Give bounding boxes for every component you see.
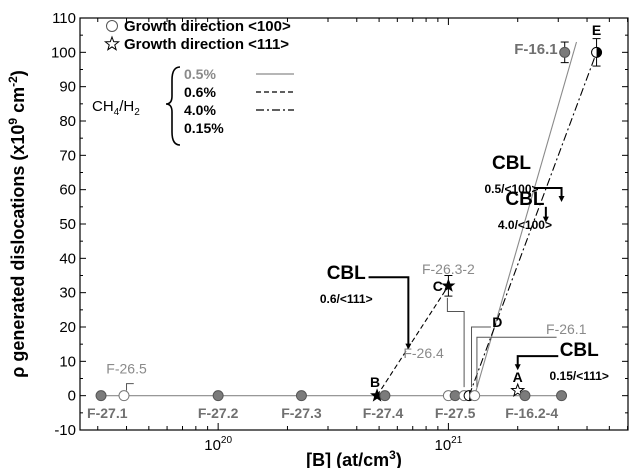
y-tick-label: 90 bbox=[59, 79, 76, 96]
y-tick-label: 10 bbox=[59, 353, 76, 370]
y-tick-label: 60 bbox=[59, 182, 76, 199]
point-label: F-27.2 bbox=[198, 405, 239, 421]
series-line-dashdot bbox=[468, 52, 598, 396]
cbl-label: CBL bbox=[560, 340, 599, 361]
cbl-sublabel: 4.0/<100> bbox=[498, 218, 552, 232]
y-tick-label: 100 bbox=[51, 44, 76, 61]
y-axis-title: ρ generated dislocations (x109 cm-2) bbox=[6, 70, 28, 378]
cbl-arrow-head bbox=[558, 195, 565, 202]
point-label: F-26.3-2 bbox=[422, 261, 475, 277]
point-label: F-26.5 bbox=[106, 360, 147, 376]
x-tick-label: 1020 bbox=[204, 435, 232, 454]
legend-concentration-label: 0.6% bbox=[184, 84, 216, 100]
data-point-F-26.1 bbox=[469, 390, 481, 402]
series-line-dashed bbox=[376, 285, 449, 396]
legend-gas-label: CH4/H2 bbox=[92, 98, 140, 118]
cbl-arrow-head bbox=[514, 364, 521, 371]
legend-concentration-label: 4.0% bbox=[184, 102, 216, 118]
point-label: F-16.1 bbox=[514, 41, 557, 58]
point-label: C bbox=[433, 278, 443, 294]
legend: Growth direction <100>Growth direction <… bbox=[92, 18, 294, 146]
data-point-C bbox=[441, 278, 456, 292]
callout-line bbox=[126, 383, 134, 391]
y-tick-label: 110 bbox=[52, 10, 76, 27]
data-point-F-16.1 bbox=[559, 46, 571, 58]
point-label: A bbox=[513, 369, 523, 385]
point-label: F-27.5 bbox=[435, 405, 476, 421]
series-line-solid bbox=[474, 41, 578, 396]
cbl-label: CBL bbox=[327, 263, 366, 284]
y-tick-label: 50 bbox=[59, 216, 76, 233]
cbl-bracket bbox=[533, 186, 563, 200]
data-point-A bbox=[510, 382, 526, 397]
cbl-arrow-head bbox=[405, 343, 412, 350]
point-labels: F-26.5 F-27.1 F-27.2 F-27.3 F-27.4 F-27.5 F-16… bbox=[87, 22, 601, 421]
y-tick-label: 0 bbox=[68, 388, 76, 405]
data-point-F-26.5 bbox=[118, 390, 130, 402]
data-point-F-27.1 bbox=[95, 390, 107, 402]
legend-concentration-label: 0.15% bbox=[184, 120, 224, 136]
cbl-bracket bbox=[368, 276, 410, 348]
cbl-sublabel: 0.15/<111> bbox=[550, 369, 609, 383]
legend-entry-label: Growth direction <100> bbox=[124, 18, 291, 35]
point-label: F-27.4 bbox=[363, 405, 404, 421]
callout-line bbox=[476, 336, 557, 388]
point-label: E bbox=[592, 22, 601, 38]
cbl-sublabel: 0.5/<100> bbox=[484, 182, 538, 196]
data-point-half bbox=[596, 47, 602, 58]
point-label: F-27.3 bbox=[281, 405, 322, 421]
cbl-label: CBL bbox=[505, 189, 544, 210]
point-label: B bbox=[370, 374, 380, 390]
data-point-F-27.2 bbox=[212, 390, 224, 402]
data-point-F-27.3 bbox=[295, 390, 307, 402]
legend-concentration-label: 0.5% bbox=[184, 66, 216, 82]
cbl-label: CBL bbox=[492, 153, 531, 174]
point-label: F-27.1 bbox=[87, 405, 128, 421]
data-point-F-27.4 bbox=[379, 390, 391, 402]
callout-line bbox=[446, 297, 465, 388]
y-tick-label: 20 bbox=[59, 319, 76, 336]
x-axis-title: [B] (at/cm3) bbox=[306, 448, 402, 468]
legend-entry-label: Growth direction <111> bbox=[124, 36, 289, 53]
callout-line bbox=[471, 326, 491, 388]
point-label: F-16.2-4 bbox=[505, 405, 558, 421]
data-point-F-16.2-4b bbox=[556, 390, 568, 402]
point-label: F-26.4 bbox=[403, 345, 444, 361]
x-tick-label: 1021 bbox=[434, 435, 462, 454]
y-tick-label: 40 bbox=[59, 250, 76, 267]
cbl-sublabel: 0.6/<111> bbox=[320, 292, 373, 306]
data-point-F-16.2-4 bbox=[519, 390, 531, 402]
y-tick-label: -10 bbox=[54, 422, 76, 439]
legend-circle-icon bbox=[106, 20, 118, 32]
y-tick-label: 30 bbox=[59, 285, 76, 302]
point-label: F-26.1 bbox=[546, 321, 587, 337]
cbl-bracket bbox=[516, 355, 559, 369]
legend-brace bbox=[165, 66, 181, 146]
y-tick-label: 70 bbox=[59, 147, 76, 164]
cbl-arrow-head bbox=[542, 216, 549, 223]
legend-star-icon bbox=[103, 35, 121, 51]
annotations: CBL0.5/<100>CBL4.0/<100>CBL0.6/<111>CBL0… bbox=[126, 153, 609, 391]
data-points bbox=[95, 38, 603, 402]
series-lines bbox=[101, 41, 598, 397]
y-tick-label: 80 bbox=[59, 113, 76, 130]
point-label: D bbox=[492, 314, 502, 330]
